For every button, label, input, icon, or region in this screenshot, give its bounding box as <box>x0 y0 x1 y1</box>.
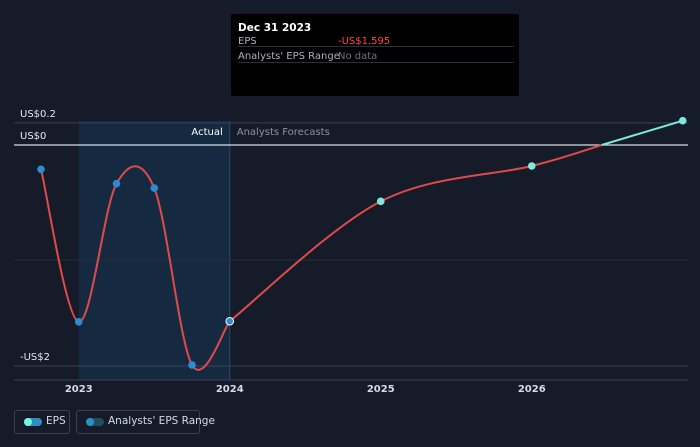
eps-forecast-point <box>678 116 687 125</box>
eps-forecast-point <box>527 162 536 170</box>
forecast-label: Analysts Forecasts <box>237 127 330 138</box>
range-legend-dot <box>86 418 94 426</box>
tooltip-divider <box>238 46 514 47</box>
x-tick-label: 2025 <box>367 384 395 395</box>
legend-item-eps[interactable]: EPS <box>14 410 70 434</box>
tooltip: Dec 31 2023 EPS -US$1.595 Analysts' EPS … <box>231 14 519 96</box>
x-tick-label: 2024 <box>216 384 244 395</box>
x-tick-label: 2023 <box>65 384 93 395</box>
actual-label: Actual <box>191 127 222 138</box>
eps-forecast-positive-line <box>601 119 684 146</box>
tooltip-date: Dec 31 2023 <box>238 22 312 34</box>
eps-actual-point <box>225 316 235 326</box>
eps-actual-point <box>188 361 196 369</box>
legend-label-eps-range: Analysts' EPS Range <box>108 415 215 427</box>
tooltip-divider <box>238 62 514 63</box>
eps-actual-point <box>150 184 159 192</box>
tooltip-eps-label: EPS <box>238 36 257 47</box>
x-tick-label: 2026 <box>518 384 546 395</box>
legend-label-eps: EPS <box>46 415 66 427</box>
eps-actual-point <box>112 179 121 188</box>
eps-legend-dot <box>24 418 32 426</box>
eps-forecast-point <box>376 197 385 206</box>
eps-legend-swatch <box>24 418 42 426</box>
y-tick-label: US$0.2 <box>20 109 56 120</box>
y-tick-label: US$0 <box>20 131 46 142</box>
past-period-shade <box>78 121 230 380</box>
tooltip-range-value: No data <box>338 51 378 62</box>
tooltip-range-label: Analysts' EPS Range <box>238 51 340 62</box>
tooltip-eps-value: -US$1.595 <box>338 36 391 47</box>
eps-actual-point <box>37 165 45 174</box>
y-tick-label: -US$2 <box>20 352 50 363</box>
range-legend-swatch <box>86 418 104 426</box>
eps-forecast-line <box>229 144 603 323</box>
legend-item-eps-range[interactable]: Analysts' EPS Range <box>76 410 215 434</box>
eps-actual-point <box>74 318 83 326</box>
